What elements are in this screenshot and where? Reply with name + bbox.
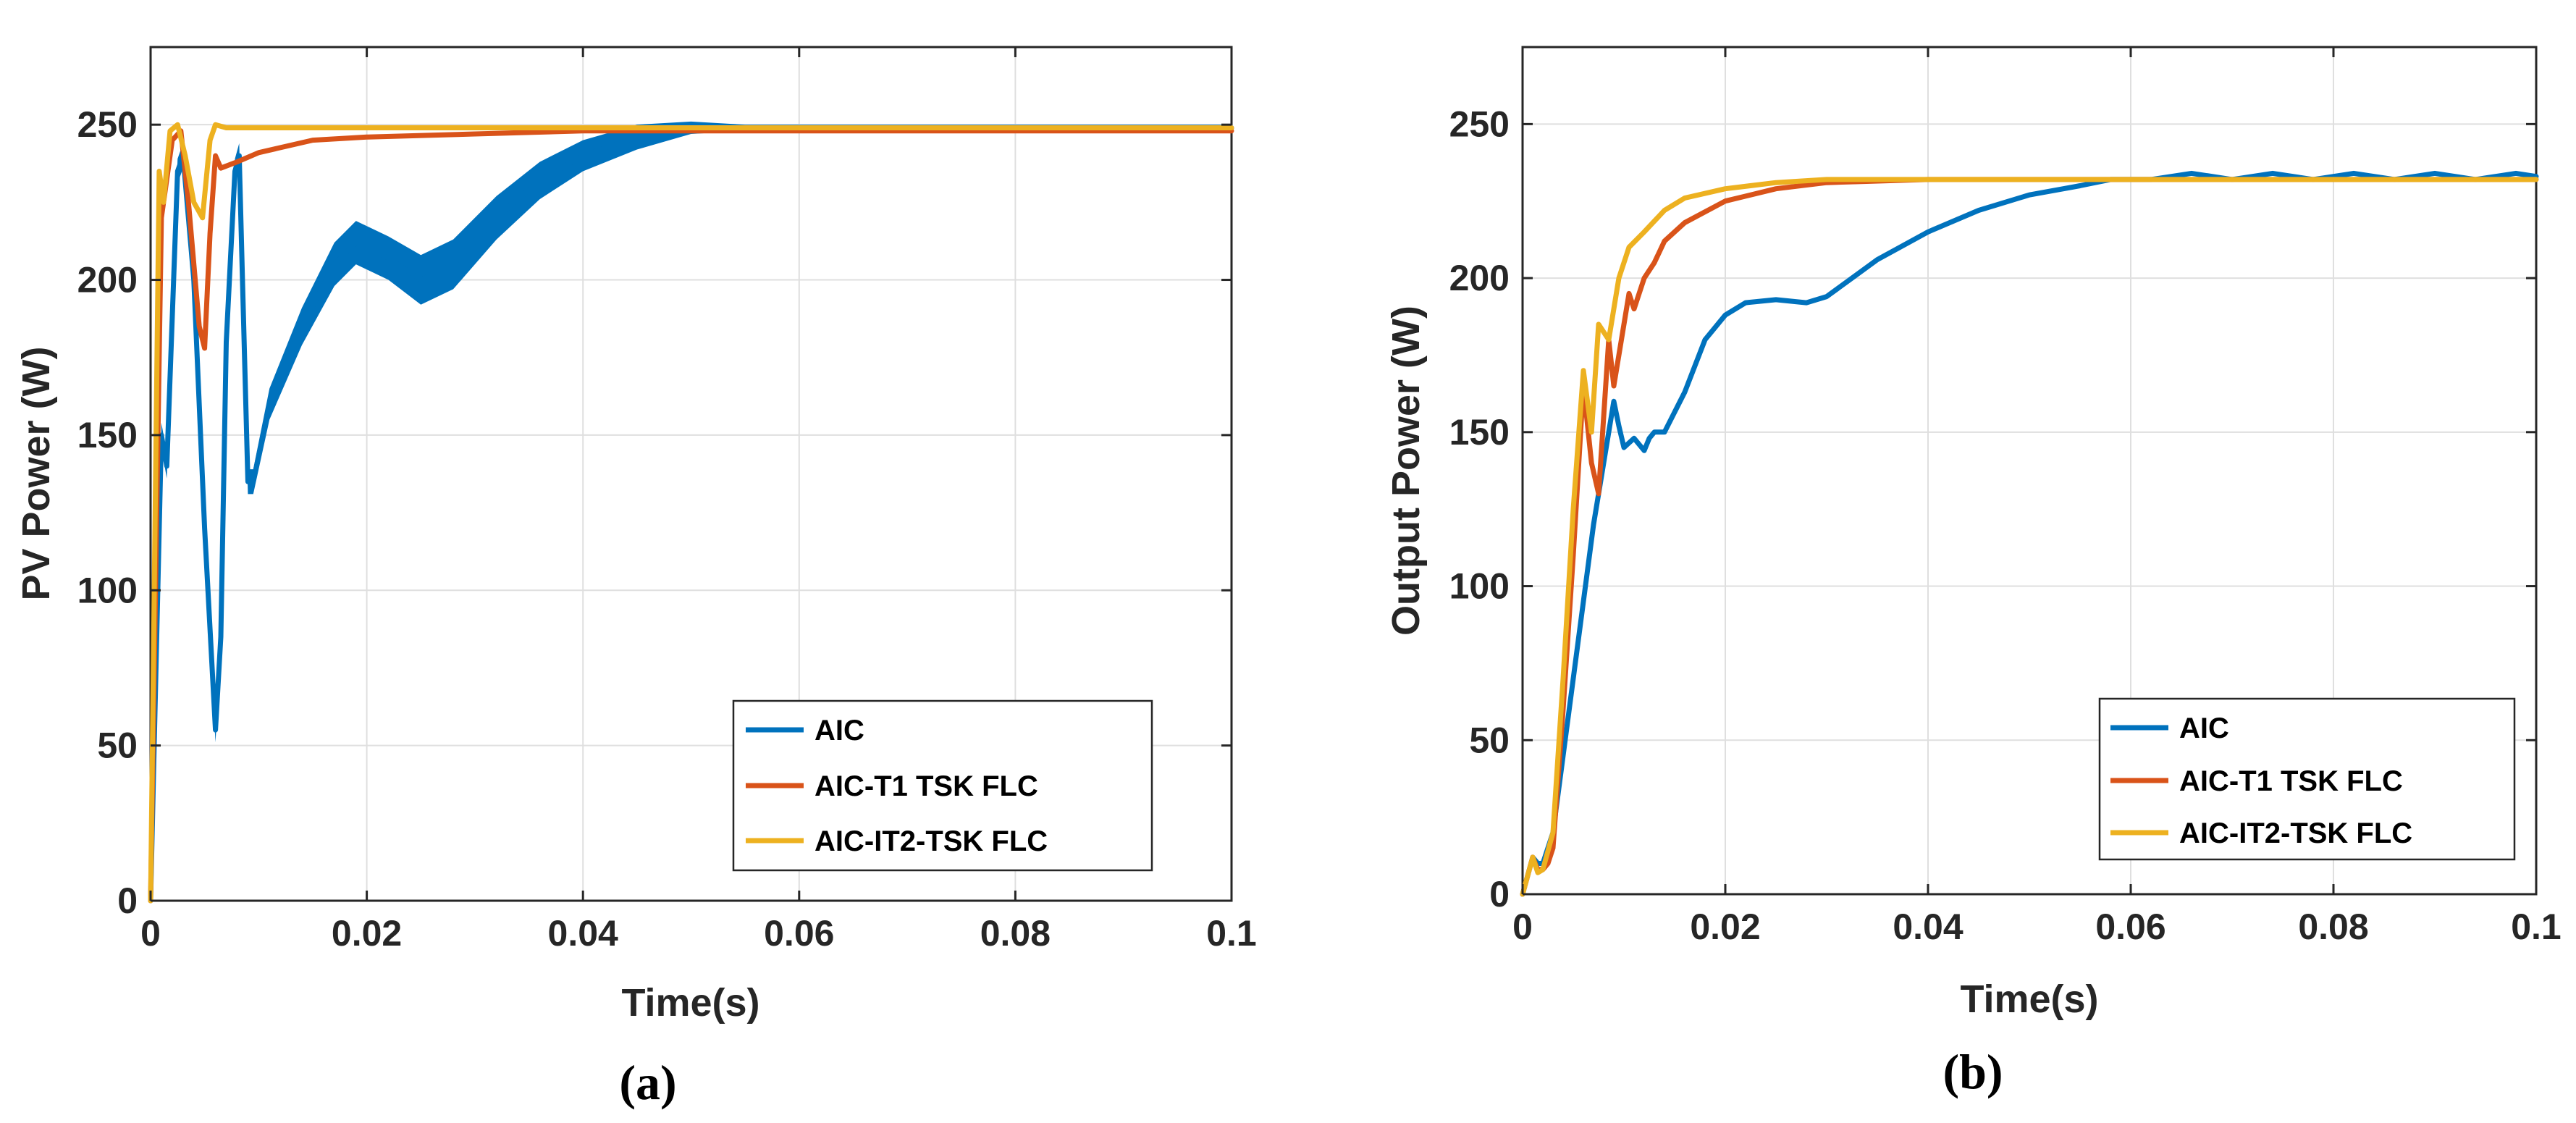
ticks-b: 0 0.02 0.04 0.06 0.08 0.1 0 50 100 150 200 250: [1449, 47, 2562, 947]
legend-label-it2-a: AIC-IT2-TSK FLC: [815, 825, 1048, 857]
x-tick-label-b-4: 0.08: [2298, 907, 2368, 947]
x-tick-label-a-2: 0.04: [548, 913, 619, 954]
y-axis-label-b: Output Power (W): [1384, 306, 1428, 636]
y-tick-label-a-0: 0: [117, 880, 138, 921]
legend-label-it2-b: AIC-IT2-TSK FLC: [2179, 817, 2412, 849]
y-tick-label-a-2: 100: [77, 570, 138, 610]
caption-b: (b): [1942, 1044, 2003, 1099]
y-tick-label-b-2: 100: [1449, 566, 1510, 607]
y-axis-label-a: PV Power (W): [14, 346, 58, 600]
series-group-a: [148, 121, 1234, 904]
legend-label-aic-b: AIC: [2179, 712, 2229, 744]
legend-box-b: [2098, 697, 2516, 861]
x-axis-label-b: Time(s): [1960, 977, 2098, 1021]
x-tick-label-b-1: 0.02: [1690, 907, 1760, 947]
x-tick-label-a-0: 0: [140, 913, 161, 954]
y-tick-label-b-4: 200: [1449, 258, 1510, 298]
x-tick-label-a-5: 0.1: [1206, 913, 1257, 954]
x-tick-label-b-0: 0: [1512, 907, 1533, 947]
x-tick-label-b-3: 0.06: [2095, 907, 2165, 947]
y-tick-label-b-1: 50: [1469, 720, 1510, 760]
series-line-it2-a: [148, 122, 1234, 904]
y-tick-label-a-5: 250: [77, 104, 138, 145]
caption-a: (a): [619, 1055, 676, 1110]
series-line-aic-b: [1520, 170, 2539, 897]
series-line-it2-b: [1520, 177, 2539, 897]
x-tick-label-a-1: 0.02: [332, 913, 402, 954]
y-tick-label-a-4: 200: [77, 260, 138, 300]
y-tick-label-b-5: 250: [1449, 104, 1510, 144]
ticks-a: 0 0.02 0.04 0.06 0.08 0.1 0 50 100 150 200 250: [77, 47, 1257, 954]
y-tick-label-b-0: 0: [1489, 874, 1510, 914]
x-tick-label-b-5: 0.1: [2511, 907, 2562, 947]
y-tick-label-a-3: 150: [77, 415, 138, 455]
chart-output-power: 0 0.02 0.04 0.06 0.08 0.1 0 50 100 150 200 250 Time…: [1384, 46, 2562, 1099]
chart-pv-power: 0 0.02 0.04 0.06 0.08 0.1 0 50 100 150 200 250 Time…: [14, 46, 1257, 1110]
x-tick-label-b-2: 0.04: [1893, 907, 1963, 947]
x-tick-label-a-4: 0.08: [980, 913, 1051, 954]
y-tick-label-b-3: 150: [1449, 412, 1510, 453]
legend-label-t1-a: AIC-T1 TSK FLC: [815, 770, 1038, 802]
legend-label-t1-b: AIC-T1 TSK FLC: [2179, 765, 2403, 797]
legend-label-aic-a: AIC: [815, 715, 864, 746]
x-axis-label-a: Time(s): [621, 981, 759, 1025]
series-group-b: [1520, 170, 2539, 897]
legend-a: AIC AIC-T1 TSK FLC AIC-IT2-TSK FLC: [732, 699, 1153, 872]
y-tick-label-a-1: 50: [97, 725, 138, 766]
x-tick-label-a-3: 0.06: [764, 913, 834, 954]
legend-b: AIC AIC-T1 TSK FLC AIC-IT2-TSK FLC: [2098, 697, 2516, 861]
